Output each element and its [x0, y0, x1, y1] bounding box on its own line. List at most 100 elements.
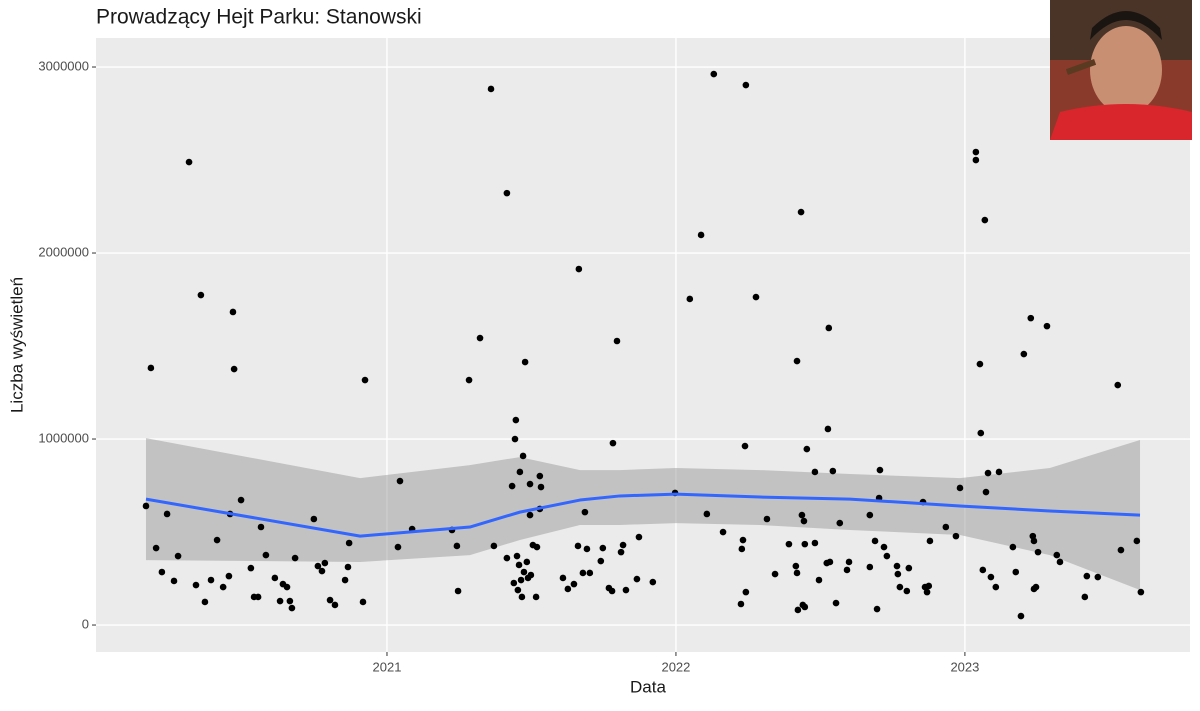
point	[533, 543, 541, 551]
grid	[96, 38, 1190, 652]
point	[979, 566, 987, 574]
point	[832, 599, 840, 607]
point	[1114, 381, 1122, 389]
point	[873, 605, 881, 613]
point	[824, 425, 832, 433]
point	[512, 416, 520, 424]
point	[527, 571, 535, 579]
point	[396, 477, 404, 485]
point	[225, 572, 233, 580]
point	[793, 357, 801, 365]
point	[710, 70, 718, 78]
point	[586, 569, 594, 577]
y-axis-title: Liczba wyświetleń	[7, 277, 26, 413]
point	[803, 445, 811, 453]
point	[883, 552, 891, 560]
point	[574, 542, 582, 550]
point	[905, 564, 913, 572]
point	[1027, 314, 1035, 322]
point	[229, 308, 237, 316]
point	[719, 528, 727, 536]
point	[952, 532, 960, 540]
point	[739, 536, 747, 544]
point	[207, 576, 215, 584]
point	[992, 583, 1000, 591]
smooth-fit	[145, 492, 1141, 538]
x-tick-label: 2022	[661, 659, 690, 674]
point	[1053, 551, 1061, 559]
point	[880, 543, 888, 551]
point	[1009, 543, 1017, 551]
point	[465, 376, 473, 384]
point	[1133, 537, 1141, 545]
point	[1043, 322, 1051, 330]
point	[276, 597, 284, 605]
point	[737, 600, 745, 608]
point	[257, 523, 265, 531]
point	[286, 597, 294, 605]
point	[972, 156, 980, 164]
point	[972, 148, 980, 156]
point	[1030, 537, 1038, 545]
point	[697, 231, 705, 239]
point	[532, 593, 540, 601]
point	[291, 554, 299, 562]
point	[201, 598, 209, 606]
point	[1094, 573, 1102, 581]
point	[394, 543, 402, 551]
point	[508, 482, 516, 490]
point	[956, 484, 964, 492]
point	[581, 508, 589, 516]
y-tick-label: 0	[82, 616, 89, 631]
point	[142, 502, 150, 510]
point	[752, 293, 760, 301]
point	[763, 515, 771, 523]
point	[995, 468, 1003, 476]
point	[738, 545, 746, 553]
point	[811, 539, 819, 547]
point	[326, 596, 334, 604]
point	[514, 586, 522, 594]
point	[1081, 593, 1089, 601]
point	[798, 511, 806, 519]
point	[247, 564, 255, 572]
point	[926, 537, 934, 545]
point	[575, 265, 583, 273]
point	[517, 576, 525, 584]
photo-inset	[1050, 0, 1192, 140]
point	[170, 577, 178, 585]
point	[318, 567, 326, 575]
point	[866, 511, 874, 519]
point	[982, 488, 990, 496]
point	[876, 466, 884, 474]
point	[742, 588, 750, 596]
point	[361, 376, 369, 384]
point	[635, 533, 643, 541]
point	[942, 523, 950, 531]
point	[511, 435, 519, 443]
point	[976, 360, 984, 368]
point	[984, 469, 992, 477]
point	[622, 586, 630, 594]
point	[513, 552, 521, 560]
y-tick-label: 1000000	[38, 430, 89, 445]
axes: 0 1000000 2000000 3000000 2021 2022 2023	[38, 58, 979, 674]
point	[453, 542, 461, 550]
point	[894, 570, 902, 578]
x-tick-label: 2021	[373, 659, 402, 674]
point	[262, 551, 270, 559]
point	[314, 562, 322, 570]
point	[815, 576, 823, 584]
smooth-line	[145, 492, 1141, 538]
point	[288, 604, 296, 612]
point	[801, 540, 809, 548]
photo-shirt	[1050, 104, 1192, 140]
point	[1137, 588, 1145, 596]
point	[896, 583, 904, 591]
point	[1034, 548, 1042, 556]
point	[523, 558, 531, 566]
point	[152, 544, 160, 552]
point	[583, 545, 591, 553]
point	[613, 337, 621, 345]
